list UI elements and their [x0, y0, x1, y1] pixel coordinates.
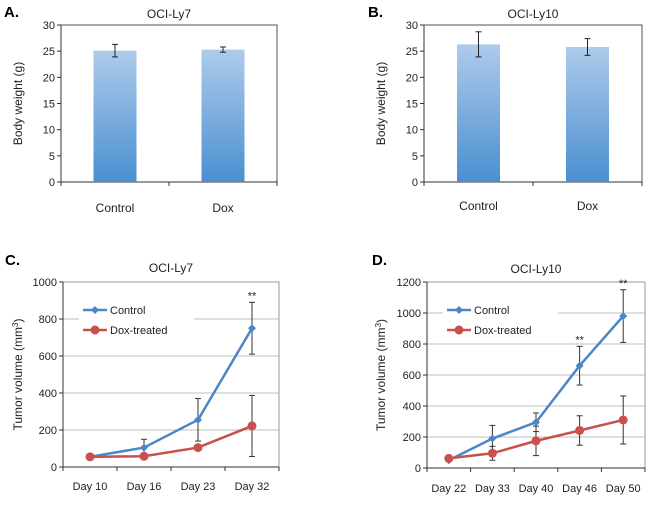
y-tick-label: 200	[39, 425, 57, 437]
y-tick-label: 800	[403, 339, 421, 351]
chart-d: D. OCI-Ly10 0 200 400 600 800 1000 1200 Day 22 Day…	[372, 252, 646, 495]
x-tick-label: Dox	[577, 199, 598, 213]
y-tick-label: 0	[49, 177, 55, 189]
legend-item: Control	[447, 305, 509, 317]
panel-label: D.	[372, 252, 387, 269]
series-line-dox-treated	[89, 424, 253, 459]
legend-marker	[455, 306, 463, 314]
x-tick-label: Control	[96, 201, 135, 215]
significance-marker: **	[619, 278, 628, 290]
legend-background	[443, 300, 558, 342]
y-tick-label: 0	[412, 177, 418, 189]
y-tick-label: 15	[406, 99, 418, 111]
y-tick-label: 15	[43, 99, 55, 111]
significance-marker: **	[575, 334, 584, 346]
bar-control	[457, 44, 500, 182]
y-tick-label: 600	[403, 370, 421, 382]
data-point-control	[575, 361, 584, 370]
bar-dox	[201, 49, 245, 183]
data-point-dox-treated	[487, 448, 497, 458]
y-tick-label: 25	[43, 46, 55, 58]
legend-item: Control	[83, 305, 145, 317]
y-tick-label: 25	[406, 46, 418, 58]
plot-frame	[423, 24, 643, 183]
y-tick-label: 0	[415, 463, 421, 475]
y-tick-label: 20	[43, 72, 55, 84]
series-line-control	[89, 327, 254, 459]
data-point-dox-treated	[139, 451, 149, 461]
legend-marker	[90, 325, 100, 335]
legend-marker	[454, 325, 464, 335]
y-tick-label: 600	[39, 351, 57, 363]
y-tick-label: 30	[43, 20, 55, 32]
y-tick-label: 20	[406, 72, 418, 84]
y-tick-label: 800	[39, 314, 57, 326]
x-tick-label: Day 46	[562, 483, 597, 495]
x-tick-label: Day 40	[519, 483, 554, 495]
data-point-control	[194, 415, 202, 424]
data-point-control	[140, 443, 148, 452]
y-tick-label: 200	[403, 432, 421, 444]
data-point-control	[619, 312, 628, 321]
y-tick-label: 10	[43, 125, 55, 137]
y-tick-label: 5	[412, 151, 418, 163]
significance-marker: **	[248, 290, 257, 302]
plot-frame	[60, 24, 278, 183]
chart-title: OCI-Ly10	[508, 7, 559, 21]
legend-label: Control	[110, 305, 145, 317]
chart-c: C. OCI-Ly7 0 200 400 600 800 1000 Day 10 Day 16 Da…	[5, 252, 280, 493]
y-axis-label: Tumor volume (mm3)	[11, 318, 26, 430]
x-tick-label: Day 32	[235, 481, 270, 493]
legend-label: Dox-treated	[110, 325, 167, 337]
x-tick-label: Day 33	[475, 483, 510, 495]
data-point-dox-treated	[85, 452, 95, 462]
x-tick-label: Control	[459, 199, 498, 213]
panel-label: B.	[368, 4, 383, 21]
y-tick-label: 400	[403, 401, 421, 413]
data-point-dox-treated	[618, 415, 628, 425]
chart-a: A. OCI-Ly7 0 5 10 15 20 25 30 Control Dox Body weig…	[4, 4, 278, 215]
bar-dox	[566, 46, 609, 183]
data-point-dox-treated	[444, 453, 454, 463]
y-axis-label: Tumor volume (mm3)	[374, 319, 389, 431]
chart-b: B. OCI-Ly10 0 5 10 15 20 25 30 Control Dox Body wei…	[368, 4, 643, 213]
legend-item: Dox-treated	[447, 325, 531, 337]
y-tick-label: 1000	[33, 277, 57, 289]
y-axis-label: Body weight (g)	[11, 62, 25, 145]
data-point-dox-treated	[193, 443, 203, 453]
chart-title: OCI-Ly7	[147, 7, 192, 21]
y-tick-label: 30	[406, 20, 418, 32]
legend-marker	[91, 306, 99, 314]
legend-label: Dox-treated	[474, 325, 531, 337]
y-axis-label: Body weight (g)	[374, 62, 388, 145]
legend-background	[79, 300, 194, 342]
panel-label: C.	[5, 252, 20, 269]
x-tick-label: Day 10	[73, 481, 108, 493]
data-point-dox-treated	[575, 425, 585, 435]
x-tick-label: Day 23	[181, 481, 216, 493]
x-tick-label: Day 22	[431, 483, 466, 495]
y-tick-label: 1200	[397, 277, 421, 289]
x-tick-label: Dox	[212, 201, 233, 215]
y-tick-label: 400	[39, 388, 57, 400]
chart-title: OCI-Ly10	[511, 262, 562, 276]
data-point-dox-treated	[531, 436, 541, 446]
panel-label: A.	[4, 4, 19, 21]
legend-item: Dox-treated	[83, 325, 167, 337]
data-point-control	[532, 418, 540, 427]
chart-title: OCI-Ly7	[149, 261, 194, 275]
y-tick-label: 10	[406, 125, 418, 137]
y-tick-label: 0	[51, 462, 57, 474]
x-tick-label: Day 16	[127, 481, 162, 493]
y-tick-label: 1000	[397, 308, 421, 320]
data-point-control	[248, 324, 256, 333]
legend-label: Control	[474, 305, 509, 317]
y-tick-label: 5	[49, 151, 55, 163]
x-tick-label: Day 50	[606, 483, 641, 495]
data-point-dox-treated	[247, 421, 257, 431]
data-point-control	[488, 434, 497, 443]
bar-control	[93, 50, 137, 182]
